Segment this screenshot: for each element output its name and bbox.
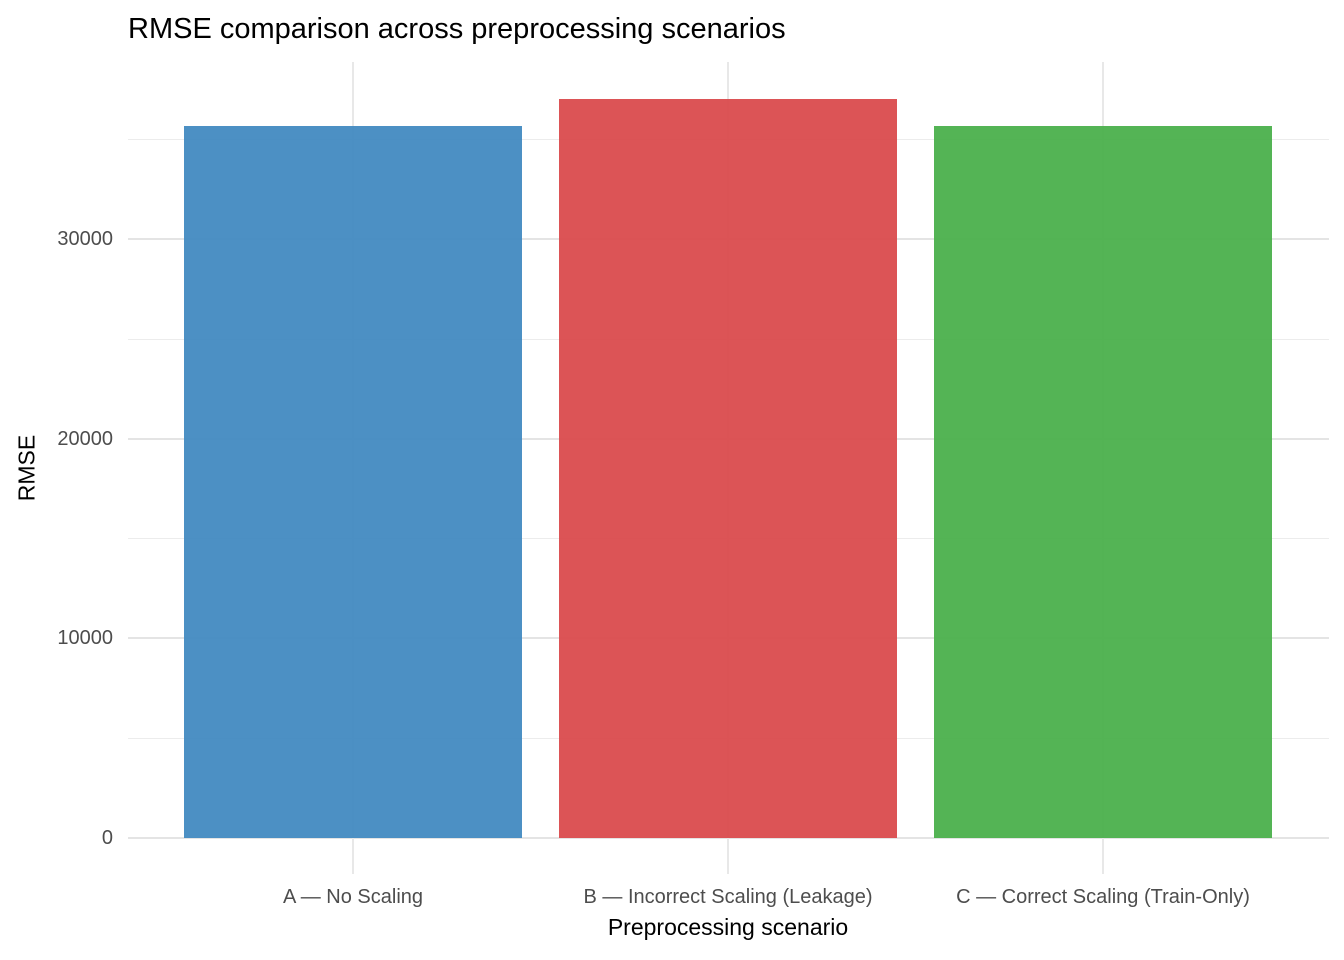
- bar-3: [934, 126, 1272, 838]
- y-tick-label-20000: 20000: [57, 427, 113, 450]
- x-tick-label-1: A — No Scaling: [282, 886, 424, 908]
- x-axis-title: Preprocessing scenario: [607, 914, 849, 940]
- y-tick-label-30000: 30000: [57, 227, 113, 250]
- plot-panel: [128, 62, 1329, 874]
- x-tick-label-3: C — Correct Scaling (Train-Only): [956, 886, 1250, 908]
- x-tick-label-2: B — Incorrect Scaling (Leakage): [583, 886, 873, 908]
- chart-title: RMSE comparison across preprocessing sce…: [128, 13, 786, 45]
- y-tick-label-10000: 10000: [57, 627, 113, 650]
- bar-1: [184, 126, 522, 838]
- y-tick-label-0: 0: [101, 827, 113, 849]
- y-axis-title: RMSE: [13, 434, 40, 502]
- bar-2: [559, 99, 897, 838]
